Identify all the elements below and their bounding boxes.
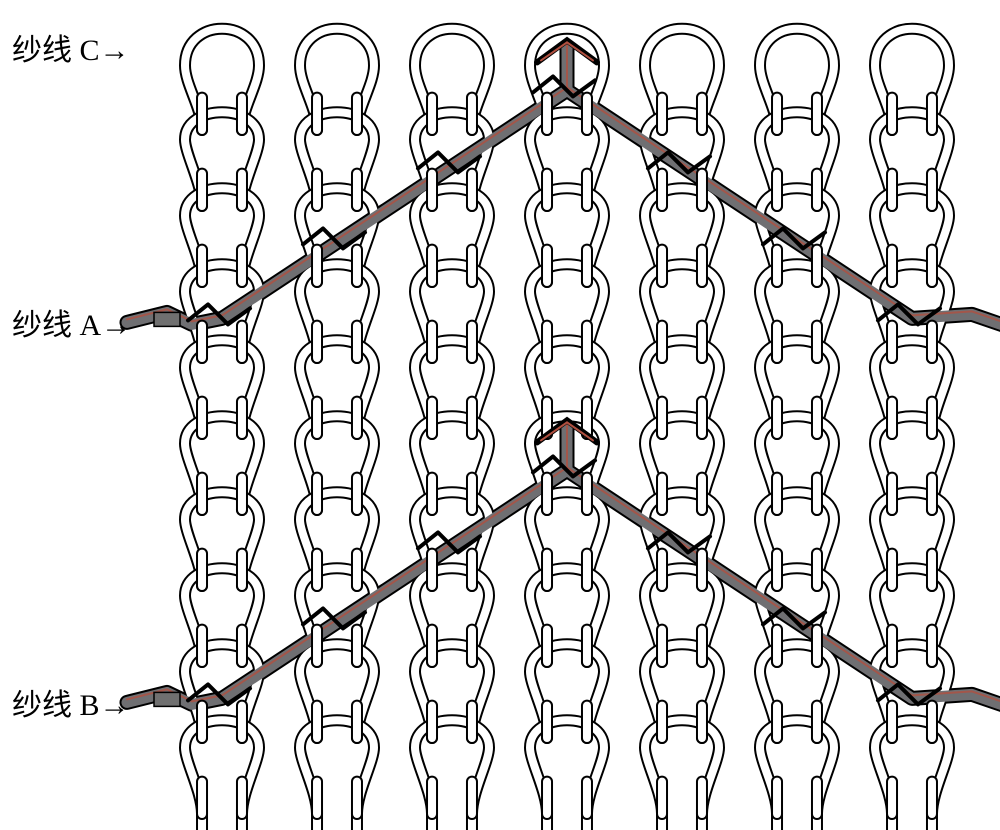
diagram-root: 纱线 C→ 纱线 A→ 纱线 B→ xyxy=(0,0,1000,830)
knit-diagram-svg xyxy=(0,0,1000,830)
